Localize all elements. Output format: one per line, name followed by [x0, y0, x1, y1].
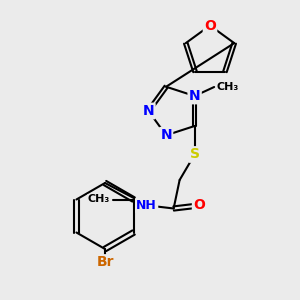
Text: S: S — [190, 148, 200, 161]
Text: CH₃: CH₃ — [88, 194, 110, 205]
Text: N: N — [189, 89, 200, 103]
Text: NH: NH — [136, 199, 157, 212]
Text: CH₃: CH₃ — [217, 82, 239, 92]
Text: Br: Br — [96, 256, 114, 269]
Text: N: N — [160, 128, 172, 142]
Text: O: O — [193, 199, 205, 212]
Text: O: O — [204, 19, 216, 32]
Text: N: N — [143, 104, 154, 118]
